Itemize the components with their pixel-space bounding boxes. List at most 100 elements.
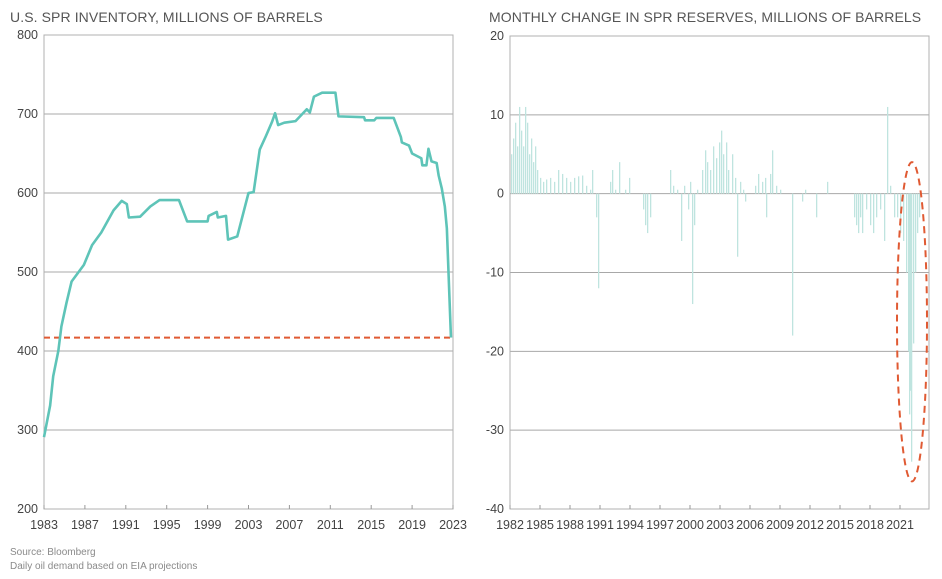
x-tick-label: 2003 [235,518,263,532]
bar [527,122,529,194]
y-tick-label: -20 [486,344,504,358]
bar [625,189,627,194]
bar [643,193,645,210]
bar [537,170,539,194]
bar [610,181,612,194]
bar [517,146,519,194]
x-tick-label: 2018 [856,518,884,532]
x-tick-label: 2000 [676,518,704,532]
x-tick-label: 2019 [398,518,426,532]
bar [766,193,768,218]
bar [770,173,772,194]
x-tick-label: 2009 [766,518,794,532]
bar [858,193,860,234]
x-tick-label: 1991 [112,518,140,532]
x-tick-label: 2011 [317,518,344,532]
bar [765,177,767,194]
y-tick-label: 20 [490,29,504,43]
bar [554,181,556,194]
bar [513,138,515,194]
bar [535,146,537,194]
x-tick-label: 2007 [275,518,303,532]
bar [776,185,778,194]
bar [723,154,725,194]
bar [880,193,882,210]
footnote: Daily oil demand based on EIA projection… [10,561,198,572]
bar [913,193,915,344]
bar [550,177,552,194]
bar [745,193,747,202]
bar [737,193,739,257]
bar [862,193,864,234]
bar [681,193,683,241]
bar [690,181,692,194]
inventory-line [42,91,453,438]
bar [897,193,899,218]
bar [827,181,829,194]
bar [590,189,592,194]
bar [529,154,531,194]
bar [705,150,707,194]
bar [870,193,872,226]
bar [719,142,721,194]
bar [917,193,919,234]
bar [805,189,807,194]
bar [586,185,588,194]
y-tick-label: 600 [17,186,38,200]
bar [592,170,594,194]
bar [780,189,782,194]
bar [919,193,921,218]
bar [697,189,699,194]
x-tick-label: 2015 [357,518,385,532]
bar [647,193,649,234]
bar [758,173,760,194]
bar [574,177,576,194]
x-tick-label: 1997 [646,518,674,532]
bar [755,185,757,194]
x-tick-label: 1983 [30,518,58,532]
bar [772,150,774,194]
bar [570,181,572,194]
bar [792,193,794,336]
bar [525,106,527,194]
bar [707,162,709,194]
bar [710,170,712,194]
bar [854,193,856,218]
bar [596,193,598,218]
bar [582,175,584,194]
bar [670,170,672,194]
x-tick-label: 1999 [194,518,222,532]
bar [915,193,917,273]
x-tick-label: 2023 [439,518,467,532]
bar [650,193,652,218]
bar [533,162,535,194]
y-tick-label: 800 [17,28,38,42]
bar [860,193,862,218]
x-tick-label: 1987 [71,518,99,532]
bar [908,193,910,352]
bar [903,193,905,241]
bar [906,193,908,273]
bar [578,176,580,194]
bar [598,193,600,289]
bar [887,106,889,194]
bar [645,193,647,226]
x-tick-label: 1985 [526,518,554,532]
y-tick-label: -30 [486,423,504,437]
y-tick-label: 700 [17,107,38,121]
x-tick-label: 1995 [153,518,181,532]
bar [688,193,690,210]
x-tick-label: 2012 [796,518,824,532]
x-tick-label: 2015 [826,518,854,532]
x-tick-label: 2003 [706,518,734,532]
x-tick-label: 2006 [736,518,764,532]
bar [762,181,764,194]
bar [511,154,513,194]
y-tick-label: 10 [490,108,504,122]
bar [910,193,912,391]
bar [911,193,913,462]
bar [726,142,728,194]
bar [521,130,523,194]
bar [743,189,745,194]
